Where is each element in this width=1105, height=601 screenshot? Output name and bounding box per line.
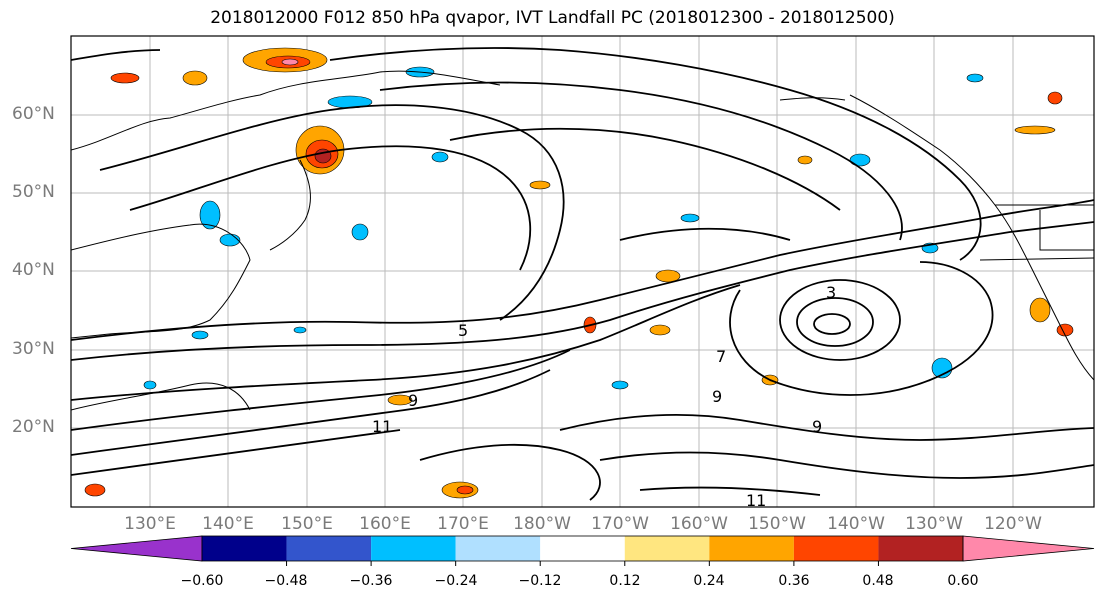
lat-tick-label: 30°N (12, 339, 55, 359)
colorbar-tick-label: 0.24 (693, 573, 725, 589)
lat-tick-label: 20°N (12, 417, 55, 437)
lat-tick-label: 60°N (12, 104, 55, 124)
colorbar-extend-high (962, 535, 1095, 562)
colorbar-outline (201, 535, 964, 562)
lon-tick-label: 150°W (748, 514, 806, 534)
contour-label: 9 (812, 417, 822, 436)
lon-tick-label: 150°E (281, 514, 333, 534)
colorbar-segment (371, 536, 456, 561)
contour-label: 9 (712, 387, 722, 406)
contour-label: 5 (458, 321, 468, 340)
ivt-contours (71, 47, 1094, 501)
colorbar-tick-label: 0.48 (862, 573, 894, 589)
colorbar-segment (286, 536, 372, 561)
lat-tick-label: 40°N (12, 260, 55, 280)
lon-tick-label: 160°E (359, 514, 411, 534)
colorbar-segment (455, 536, 541, 561)
lon-tick-label: 180°W (513, 514, 571, 534)
lon-tick-label: 140°W (827, 514, 885, 534)
lon-tick-label: 130°E (124, 514, 176, 534)
colorbar-tick-label: −0.24 (434, 573, 478, 589)
coastlines (71, 70, 1094, 411)
qvapor-fill-patches (84, 47, 1074, 499)
lon-tick-label: 170°W (591, 514, 649, 534)
colorbar-tick-label: −0.48 (264, 573, 308, 589)
lon-tick-label: 170°E (437, 514, 489, 534)
colorbar-extend-low (70, 535, 203, 562)
contour-label: 3 (826, 283, 836, 302)
colorbar-tick-label: −0.60 (180, 573, 224, 589)
colorbar-segment (709, 536, 794, 561)
colorbar-segment (793, 536, 879, 561)
lon-tick-label: 130°W (905, 514, 963, 534)
colorbar (70, 535, 1095, 566)
colorbar-tick-label: 0.36 (778, 573, 810, 589)
contour-label: 11 (746, 491, 766, 510)
lon-tick-label: 120°W (984, 514, 1042, 534)
contour-labels: 5 3 9 9 11 11 7 9 (372, 283, 836, 510)
lon-tick-label: 140°E (202, 514, 254, 534)
colorbar-segment (624, 536, 710, 561)
colorbar-tick-label: 0.12 (609, 573, 641, 589)
colorbar-segment (878, 536, 963, 561)
lon-tick-label: 160°W (670, 514, 728, 534)
contour-label: 7 (716, 347, 726, 366)
colorbar-segment (540, 536, 625, 561)
map-title: 2018012000 F012 850 hPa qvapor, IVT Land… (210, 8, 895, 28)
contour-label: 9 (408, 391, 418, 410)
map-frame (70, 35, 1095, 508)
colorbar-segment (202, 536, 287, 561)
contour-label: 11 (372, 417, 392, 436)
colorbar-tick-label: −0.12 (518, 573, 562, 589)
lat-tick-label: 50°N (12, 182, 55, 202)
graticule (71, 36, 1094, 507)
colorbar-tick-label: 0.60 (947, 573, 979, 589)
colorbar-tick-label: −0.36 (349, 573, 393, 589)
